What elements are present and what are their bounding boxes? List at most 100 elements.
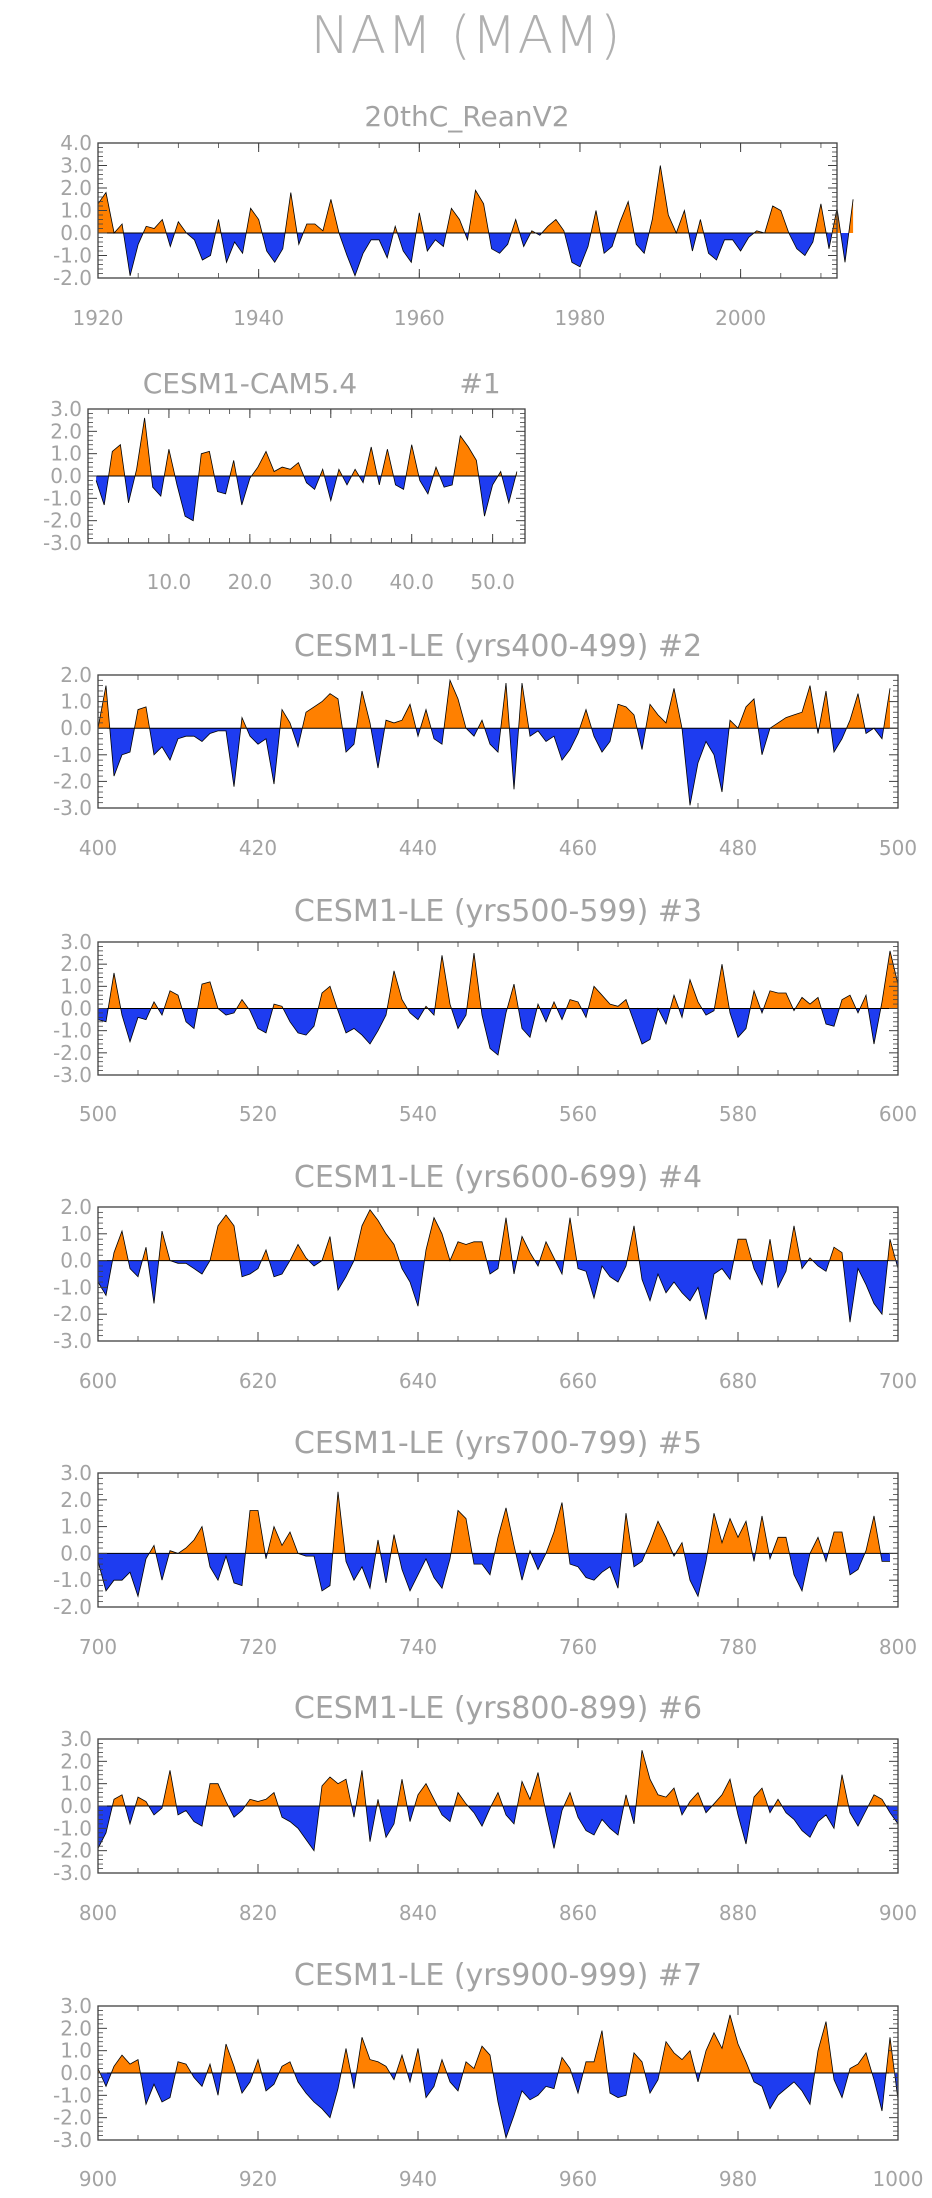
positive-area	[814, 2021, 834, 2073]
positive-area	[814, 203, 827, 233]
negative-area	[308, 1260, 322, 1266]
positive-area	[424, 1217, 487, 1261]
positive-area	[659, 2041, 696, 2073]
negative-area	[342, 476, 352, 485]
positive-area	[112, 1794, 126, 1806]
x-tick-label: 580	[719, 1102, 757, 1126]
x-tick-label: 900	[79, 2167, 117, 2191]
negative-area	[751, 1260, 767, 1285]
positive-area	[839, 995, 856, 1009]
y-tick-label: -2.0	[43, 509, 82, 533]
positive-area	[108, 444, 125, 476]
negative-area	[98, 1260, 113, 1296]
positive-area	[356, 691, 371, 729]
positive-area	[364, 447, 378, 476]
positive-area	[766, 1239, 774, 1261]
negative-area	[644, 2073, 660, 2094]
x-tick-label: 940	[399, 2167, 437, 2191]
negative-area	[236, 2073, 254, 2094]
negative-area	[212, 2073, 222, 2096]
positive-area	[175, 2061, 192, 2073]
x-tick-label: 620	[239, 1369, 277, 1393]
y-tick-label: -1.0	[53, 743, 92, 767]
x-tick-label: 780	[719, 1635, 757, 1659]
negative-area	[339, 233, 394, 276]
positive-area	[714, 964, 730, 1009]
negative-area	[407, 1806, 415, 1822]
negative-area	[478, 476, 498, 517]
series-line	[97, 1491, 890, 1598]
x-tick-label: 500	[879, 836, 917, 860]
negative-area	[393, 476, 406, 490]
y-tick-label: 3.0	[60, 154, 92, 178]
x-tick-label: 560	[559, 1102, 597, 1126]
negative-area	[571, 2073, 584, 2094]
negative-area	[840, 233, 849, 263]
positive-area	[143, 219, 167, 233]
negative-area	[607, 2073, 631, 2098]
negative-area	[155, 1553, 170, 1581]
negative-area	[591, 728, 613, 753]
positive-area	[134, 417, 152, 476]
negative-area	[151, 476, 165, 497]
positive-area	[450, 1510, 473, 1554]
negative-area	[399, 1260, 425, 1307]
positive-area	[351, 469, 360, 476]
positive-area	[98, 192, 124, 233]
positive-area	[772, 1537, 790, 1554]
positive-area	[774, 1799, 782, 1806]
negative-area	[856, 1008, 860, 1013]
positive-area	[151, 1001, 158, 1009]
chart-title: CESM1-CAM5.4	[143, 367, 357, 400]
positive-area	[406, 444, 419, 476]
negative-area	[788, 233, 815, 256]
positive-area	[319, 1777, 352, 1806]
positive-area	[616, 201, 635, 233]
x-tick-label: 960	[559, 2167, 597, 2191]
positive-area	[384, 704, 416, 729]
chart-panel-2: CESM1-CAM5.4 #1 3.02.01.00.0-1.0-2.0-3.0 10…	[43, 367, 526, 594]
negative-area	[379, 1806, 398, 1838]
positive-area	[494, 1507, 516, 1554]
y-tick-label: -3.0	[53, 2128, 92, 2152]
negative-area	[846, 1553, 865, 1575]
y-tick-label: 0.0	[60, 716, 92, 740]
negative-area	[812, 1260, 830, 1272]
negative-area	[98, 1806, 113, 1849]
x-tick-label: 10.0	[147, 570, 192, 594]
negative-area	[418, 476, 434, 494]
y-tick-label: 1.0	[60, 2039, 92, 2063]
positive-area	[354, 1209, 400, 1261]
y-tick-label: 2.0	[60, 663, 92, 687]
positive-area	[886, 2037, 895, 2073]
x-tick-label: 500	[79, 1102, 117, 1126]
positive-area	[819, 691, 831, 729]
positive-area	[755, 1515, 769, 1554]
positive-area	[355, 1770, 366, 1806]
positive-area	[375, 1540, 381, 1554]
negative-area	[481, 1008, 508, 1055]
positive-area	[478, 720, 485, 729]
positive-area	[285, 192, 298, 233]
y-tick-label: -1.0	[53, 1816, 92, 1840]
y-tick-label: 1.0	[60, 1772, 92, 1796]
positive-area	[507, 984, 519, 1009]
positive-area	[754, 206, 789, 233]
negative-area	[830, 728, 847, 753]
x-tick-label: 860	[559, 1901, 597, 1925]
positive-area	[645, 688, 682, 729]
negative-area	[96, 476, 109, 505]
positive-area	[245, 1510, 266, 1554]
negative-area	[109, 728, 135, 777]
positive-area	[381, 449, 394, 476]
positive-area	[261, 1249, 270, 1261]
positive-area	[444, 680, 466, 729]
y-tick-label: -2.0	[53, 1302, 92, 1326]
negative-area	[294, 2073, 342, 2118]
negative-area	[821, 1008, 840, 1027]
y-tick-label: 2.0	[60, 1749, 92, 1773]
positive-area	[707, 1513, 753, 1554]
chart-panel-5: CESM1-LE (yrs600-699) #4 2.0 1.0 0.0-1.0 -2.…	[53, 1160, 917, 1393]
positive-area	[302, 693, 343, 729]
negative-area	[166, 233, 175, 247]
